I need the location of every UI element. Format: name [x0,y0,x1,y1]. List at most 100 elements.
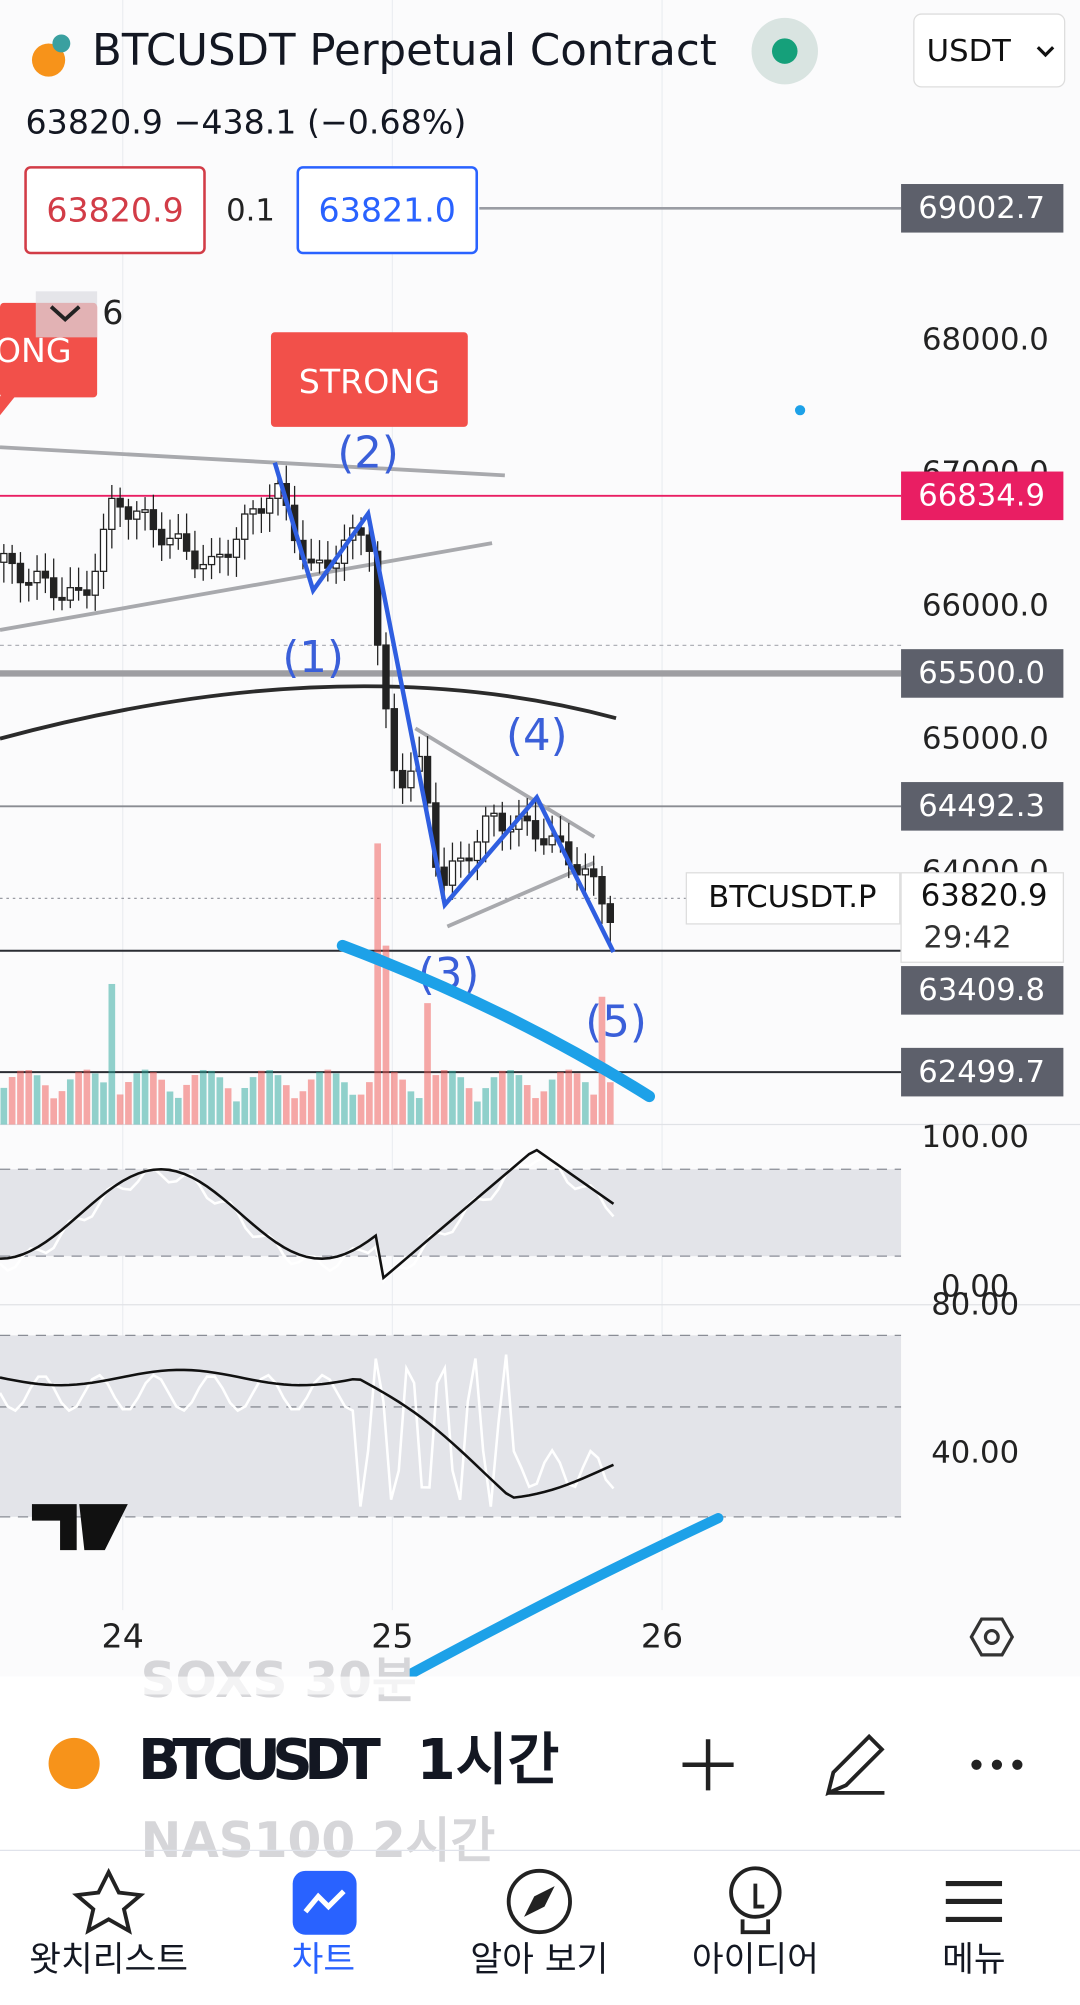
signal-tail [0,396,16,416]
candle-body [490,812,498,817]
price-box [901,782,1064,831]
candle-body [257,508,266,514]
countdown: 29:42 [923,921,1011,956]
nav-icon[interactable] [72,1867,146,1935]
nav-label: 아이디어 [692,1940,819,1980]
collapse-btn[interactable] [35,291,98,338]
volume-bar [316,1071,323,1125]
volume-bar [565,1069,573,1125]
volume-bar [307,1079,315,1125]
volume-bar [390,1071,398,1125]
date-label: 26 [641,1617,683,1656]
volume-bar [366,1082,373,1125]
candle-body [540,838,548,846]
chevron [1036,46,1055,58]
volume-bar [150,1071,157,1125]
volume-bar [432,1075,440,1125]
nav-icon-needle [524,1886,555,1917]
volume-bar [449,1070,456,1125]
volume-bar [100,1082,107,1125]
volume-bar [573,1073,581,1125]
candle-body [307,558,315,564]
toolbar-interval: 1시간 [417,1728,560,1793]
candle-body [124,506,133,520]
volume-bar [274,1075,282,1125]
candle-body [531,820,540,840]
candle-body [91,570,99,596]
volume-bar [33,1075,41,1125]
toolbar-symbol: BTCUSDT [138,1728,381,1793]
volume-bar [233,1101,240,1125]
toolbar-fade [0,1676,1080,1695]
price-box-label: 69002.7 [918,191,1045,226]
nav-icon-line [303,1889,346,1914]
volume-bar [523,1085,531,1125]
volume-bar [498,1070,506,1125]
volume-bar [598,996,606,1125]
settings-icon [983,1628,1000,1645]
osc-label: 100.00 [922,1120,1029,1155]
volume-bar [324,1069,332,1125]
wave-line [272,461,616,954]
candle-body [25,581,33,586]
volume-bar [174,1097,182,1125]
stoch-k [0,1148,615,1281]
osc-label: 40.00 [931,1436,1019,1471]
volume-bar [58,1091,66,1125]
drawing [365,1513,724,1701]
price-box [901,966,1064,1015]
axis-label: 66000.0 [922,588,1049,623]
candle-body [315,559,324,564]
volume-bar [141,1069,149,1125]
candle-body [457,857,465,862]
volume-bar [349,1094,357,1125]
candle-body [390,708,399,772]
dot [794,405,806,416]
symbol-label: BTCUSDT.P [708,880,876,915]
ask-box[interactable] [296,166,479,255]
price-box-label: 65500.0 [918,656,1045,691]
bid-box[interactable] [24,166,206,255]
candle-body [589,868,598,878]
volume-bar [91,1073,99,1125]
currency-btn[interactable] [913,13,1066,88]
toolbar-bg [0,1676,1080,1851]
candle-body [498,812,507,832]
btc-icon [31,43,66,77]
volume-bar [332,1073,340,1125]
candle-body [83,589,91,596]
candle-body [523,815,531,822]
nav-icon[interactable] [945,1881,1003,1922]
plus-icon[interactable] [682,1739,734,1791]
volume-bar [133,1073,141,1125]
nav-icon[interactable] [506,1868,572,1935]
osc-band [0,1169,902,1257]
price-box [901,1047,1064,1097]
spread: 0.1 [226,194,275,229]
toolbar-next: NAS100 2시간 [141,1813,496,1869]
nav-label: 알아 보기 [470,1940,608,1980]
candle-body [465,857,473,862]
candle-body [606,903,615,923]
nav-label: 차트 [292,1940,355,1980]
candle-body [166,537,174,546]
osc-label: 0.00 [941,1270,1009,1305]
volume-bar [166,1091,174,1125]
title: BTCUSDT Perpetual Contract [92,26,717,76]
nav-icon[interactable] [729,1866,782,1919]
date-label: 25 [371,1617,413,1656]
volume-bar [357,1094,365,1125]
volume-bar [183,1084,190,1125]
volume-bar [208,1070,215,1125]
volume-bar [241,1087,249,1125]
volume-bar [8,1077,16,1125]
volume-bar [75,1071,82,1125]
status-dot [771,38,798,64]
candle-body [232,538,241,558]
settings-icon[interactable] [969,1617,1015,1657]
chevron [49,305,81,323]
volume-bar [590,1094,598,1125]
pen-icon[interactable] [825,1733,885,1797]
candle-body [116,497,124,508]
